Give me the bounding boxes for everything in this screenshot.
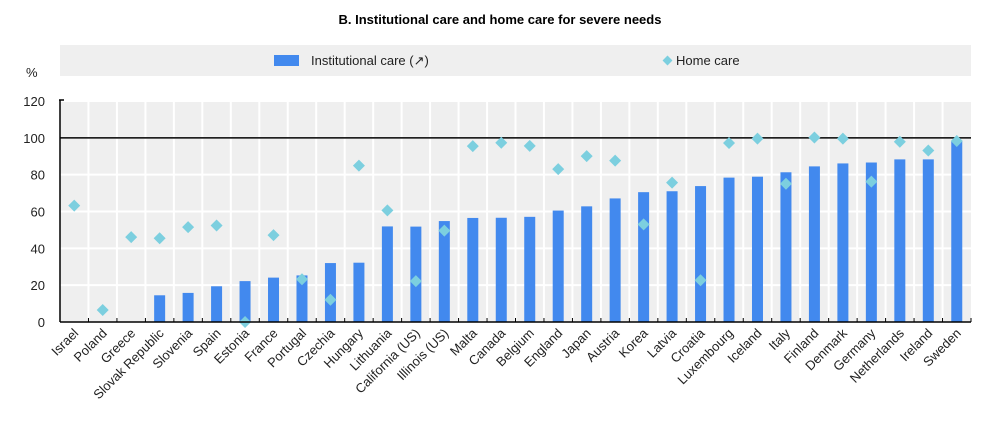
marker-home-care — [552, 163, 565, 176]
marker-home-care — [210, 219, 223, 232]
marker-home-care — [409, 275, 422, 288]
x-tick-label: Austria — [583, 325, 623, 365]
marker-home-care — [96, 304, 109, 317]
bar-institutional-care — [922, 159, 934, 322]
bar-institutional-care — [780, 172, 792, 322]
marker-home-care — [153, 232, 166, 245]
y-tick-label: 20 — [31, 278, 45, 293]
bar-institutional-care — [296, 275, 308, 322]
y-tick-label: 100 — [23, 131, 45, 146]
x-tick-label: Korea — [616, 325, 652, 361]
marker-home-care — [893, 135, 906, 148]
bar-institutional-care — [467, 217, 479, 322]
bar-institutional-care — [211, 286, 223, 322]
bar-institutional-care — [268, 277, 280, 322]
chart-title: B. Institutional care and home care for … — [338, 12, 662, 27]
legend: Institutional care (↗) Home care — [60, 45, 971, 76]
marker-home-care — [751, 132, 764, 145]
marker-home-care — [125, 231, 138, 244]
bar-institutional-care — [695, 186, 707, 322]
marker-home-care — [779, 177, 792, 190]
bar-institutional-care — [381, 226, 393, 322]
marker-home-care — [865, 175, 878, 188]
y-tick-label: 120 — [23, 94, 45, 109]
bar-institutional-care — [410, 226, 422, 322]
marker-home-care — [922, 144, 935, 157]
y-tick-label: 0 — [38, 315, 45, 330]
bar-institutional-care — [666, 191, 678, 322]
bar-institutional-care — [808, 166, 820, 322]
bar-institutional-care — [837, 163, 849, 322]
marker-home-care — [808, 131, 821, 144]
bar-institutional-care — [581, 206, 593, 322]
legend-label-institutional-care: Institutional care (↗) — [311, 52, 429, 68]
y-tick-label: 60 — [31, 205, 45, 220]
y-tick-label: 40 — [31, 241, 45, 256]
legend-bar-swatch — [274, 55, 299, 66]
legend-item-home-care: Home care — [662, 45, 740, 76]
bar-institutional-care — [495, 217, 507, 322]
marker-home-care — [950, 134, 963, 147]
bar-institutional-care — [723, 177, 735, 322]
y-tick-label: 80 — [31, 168, 45, 183]
bar-institutional-care — [894, 159, 906, 322]
marker-home-care — [495, 136, 508, 149]
bar-institutional-care — [865, 162, 877, 322]
marker-home-care — [523, 139, 536, 152]
marker-home-care — [381, 204, 394, 217]
marker-home-care — [438, 224, 451, 237]
marker-home-care — [68, 199, 81, 212]
bar-institutional-care — [353, 262, 365, 322]
legend-label-home-care: Home care — [676, 53, 740, 68]
bar-institutional-care — [951, 140, 963, 322]
marker-home-care — [580, 150, 593, 163]
bar-institutional-care — [609, 198, 621, 322]
marker-home-care — [637, 218, 650, 231]
bar-institutional-care — [638, 192, 650, 322]
marker-home-care — [666, 176, 679, 189]
bar-institutional-care — [182, 292, 194, 322]
bar-institutional-care — [524, 216, 536, 322]
marker-home-care — [182, 221, 195, 234]
marker-home-care — [836, 132, 849, 145]
marker-home-care — [352, 159, 365, 172]
marker-home-care — [609, 154, 622, 167]
marker-home-care — [723, 136, 736, 149]
legend-item-institutional-care: Institutional care (↗) — [274, 45, 429, 76]
marker-home-care — [324, 293, 337, 306]
marker-home-care — [267, 229, 280, 242]
bar-institutional-care — [239, 281, 251, 322]
bar-institutional-care — [438, 221, 450, 322]
marker-home-care — [694, 274, 707, 287]
marker-home-care — [295, 273, 308, 286]
bar-institutional-care — [154, 295, 166, 322]
bar-institutional-care — [324, 263, 336, 322]
marker-home-care — [466, 140, 479, 153]
bar-institutional-care — [552, 210, 564, 322]
y-axis-unit-label: % — [26, 65, 38, 80]
bar-institutional-care — [751, 176, 763, 322]
